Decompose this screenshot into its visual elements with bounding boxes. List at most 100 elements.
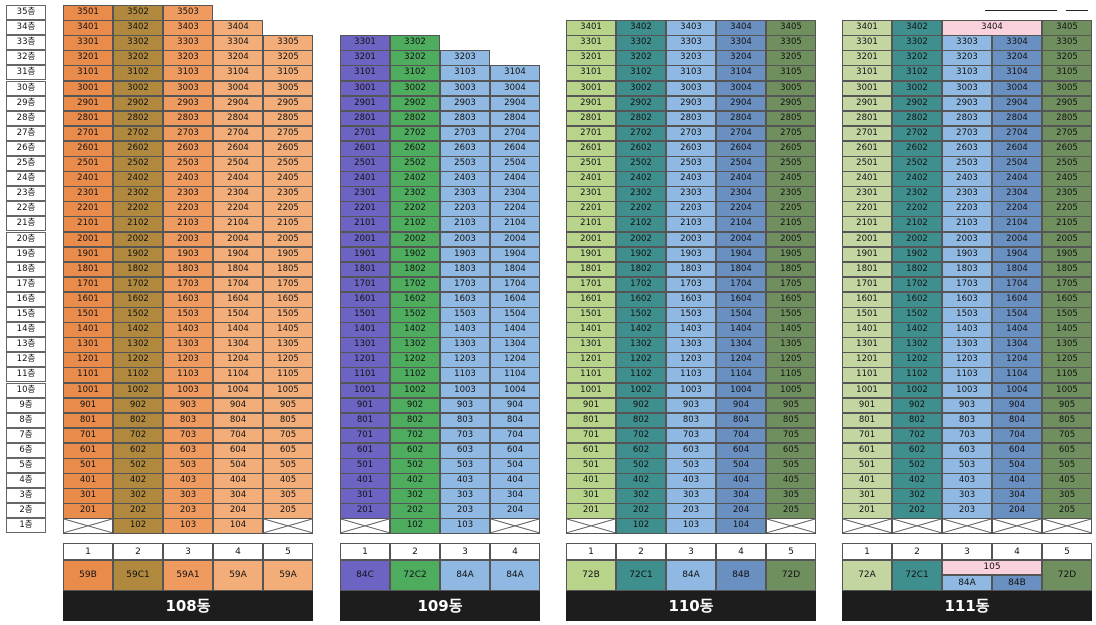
unit-cell[interactable]: 902 xyxy=(892,397,942,414)
unit-cell[interactable]: 1602 xyxy=(113,291,163,308)
unit-cell[interactable]: 1304 xyxy=(716,337,766,353)
unit-cell[interactable]: 3003 xyxy=(942,80,992,97)
unit-cell[interactable]: 3201 xyxy=(566,50,616,66)
unit-cell[interactable]: 501 xyxy=(340,458,390,474)
unit-cell[interactable]: 2703 xyxy=(163,125,213,142)
unit-cell[interactable]: 905 xyxy=(766,397,816,414)
unit-cell[interactable]: 103 xyxy=(440,518,490,535)
unit-cell[interactable]: 2204 xyxy=(490,201,540,217)
unit-cell[interactable]: 103 xyxy=(666,518,716,535)
unit-cell[interactable]: 203 xyxy=(942,503,992,519)
unit-cell[interactable]: 804 xyxy=(992,412,1042,429)
unit-cell[interactable]: 2003 xyxy=(942,231,992,248)
unit-cell[interactable]: 3202 xyxy=(616,50,666,66)
unit-cell[interactable]: 2202 xyxy=(113,201,163,217)
unit-cell[interactable]: 804 xyxy=(716,412,766,429)
unit-cell[interactable]: 3201 xyxy=(842,50,892,66)
unit-cell[interactable]: 2504 xyxy=(490,156,540,172)
unit-cell[interactable]: 202 xyxy=(390,503,440,519)
unit-cell[interactable]: 2801 xyxy=(63,110,113,127)
unit-cell[interactable]: 302 xyxy=(616,488,666,504)
unit-cell[interactable]: 1304 xyxy=(992,337,1042,353)
unit-cell[interactable]: 2705 xyxy=(1042,125,1092,142)
unit-cell[interactable]: 1804 xyxy=(490,261,540,278)
unit-cell[interactable]: 2104 xyxy=(213,216,263,233)
unit-cell[interactable]: 902 xyxy=(616,397,666,414)
unit-cell[interactable]: 1201 xyxy=(340,352,390,368)
unit-cell[interactable]: 3202 xyxy=(113,50,163,66)
unit-cell[interactable]: 705 xyxy=(1042,427,1092,444)
unit-cell[interactable]: 805 xyxy=(766,412,816,429)
unit-cell[interactable]: 103 xyxy=(163,518,213,535)
unit-cell[interactable]: 503 xyxy=(666,458,716,474)
unit-cell[interactable]: 1401 xyxy=(340,322,390,338)
unit-cell[interactable]: 2703 xyxy=(666,125,716,142)
unit-cell[interactable]: 2904 xyxy=(213,95,263,112)
unit-cell[interactable]: 502 xyxy=(892,458,942,474)
unit-cell[interactable]: 3402 xyxy=(892,20,942,36)
unit-cell[interactable]: 302 xyxy=(892,488,942,504)
unit-cell[interactable]: 905 xyxy=(263,397,313,414)
unit-cell[interactable]: 2301 xyxy=(566,186,616,202)
unit-cell[interactable]: 504 xyxy=(716,458,766,474)
unit-cell[interactable]: 1703 xyxy=(163,276,213,293)
unit-cell[interactable]: 405 xyxy=(1042,473,1092,489)
unit-cell[interactable]: 503 xyxy=(440,458,490,474)
unit-cell[interactable]: 2102 xyxy=(616,216,666,233)
unit-cell[interactable]: 603 xyxy=(163,442,213,459)
unit-cell[interactable]: 2401 xyxy=(842,171,892,187)
unit-cell[interactable]: 502 xyxy=(616,458,666,474)
unit-cell[interactable]: 3103 xyxy=(942,65,992,82)
unit-cell[interactable]: 1004 xyxy=(716,382,766,399)
unit-cell[interactable]: 1202 xyxy=(113,352,163,368)
unit-cell[interactable]: 1904 xyxy=(716,246,766,263)
unit-cell[interactable]: 2004 xyxy=(992,231,1042,248)
unit-cell[interactable]: 2005 xyxy=(766,231,816,248)
unit-cell[interactable]: 2004 xyxy=(213,231,263,248)
unit-cell[interactable]: 2504 xyxy=(716,156,766,172)
unit-cell[interactable]: 2801 xyxy=(842,110,892,127)
unit-cell[interactable]: 3103 xyxy=(440,65,490,82)
unit-cell[interactable]: 1602 xyxy=(616,291,666,308)
unit-cell[interactable]: 2705 xyxy=(766,125,816,142)
unit-cell[interactable]: 102 xyxy=(616,518,666,535)
unit-cell[interactable]: 3301 xyxy=(63,35,113,51)
unit-cell[interactable]: 1502 xyxy=(390,307,440,323)
unit-cell[interactable]: 1005 xyxy=(1042,382,1092,399)
unit-cell[interactable]: 2905 xyxy=(1042,95,1092,112)
unit-cell[interactable]: 404 xyxy=(992,473,1042,489)
unit-cell[interactable]: 904 xyxy=(490,397,540,414)
unit-cell[interactable]: 1102 xyxy=(113,367,163,384)
unit-cell[interactable]: 1001 xyxy=(340,382,390,399)
unit-cell[interactable]: 202 xyxy=(616,503,666,519)
unit-cell[interactable]: 2801 xyxy=(340,110,390,127)
unit-cell[interactable]: 3102 xyxy=(892,65,942,82)
unit-cell[interactable]: 1202 xyxy=(892,352,942,368)
unit-cell[interactable]: 1804 xyxy=(992,261,1042,278)
unit-cell[interactable]: 3005 xyxy=(766,80,816,97)
unit-cell[interactable]: 1501 xyxy=(566,307,616,323)
unit-cell[interactable]: 602 xyxy=(892,442,942,459)
unit-cell[interactable]: 1205 xyxy=(263,352,313,368)
unit-cell[interactable]: 102 xyxy=(113,518,163,535)
unit-cell[interactable]: 2004 xyxy=(490,231,540,248)
unit-cell[interactable]: 3003 xyxy=(666,80,716,97)
unit-cell[interactable]: 703 xyxy=(942,427,992,444)
unit-cell[interactable]: 2802 xyxy=(113,110,163,127)
unit-cell[interactable]: 604 xyxy=(716,442,766,459)
unit-cell[interactable]: 1105 xyxy=(263,367,313,384)
unit-cell[interactable]: 2104 xyxy=(716,216,766,233)
unit-cell[interactable]: 1502 xyxy=(892,307,942,323)
unit-cell[interactable]: 2302 xyxy=(892,186,942,202)
unit-cell[interactable]: 3304 xyxy=(716,35,766,51)
unit-cell[interactable]: 1903 xyxy=(163,246,213,263)
unit-cell[interactable]: 2505 xyxy=(766,156,816,172)
unit-cell[interactable]: 1903 xyxy=(942,246,992,263)
unit-cell[interactable]: 3004 xyxy=(213,80,263,97)
unit-cell[interactable]: 2501 xyxy=(566,156,616,172)
unit-cell[interactable]: 1102 xyxy=(390,367,440,384)
unit-cell[interactable]: 1702 xyxy=(390,276,440,293)
unit-cell[interactable]: 1403 xyxy=(163,322,213,338)
unit-cell[interactable]: 1704 xyxy=(213,276,263,293)
unit-cell[interactable]: 3205 xyxy=(766,50,816,66)
